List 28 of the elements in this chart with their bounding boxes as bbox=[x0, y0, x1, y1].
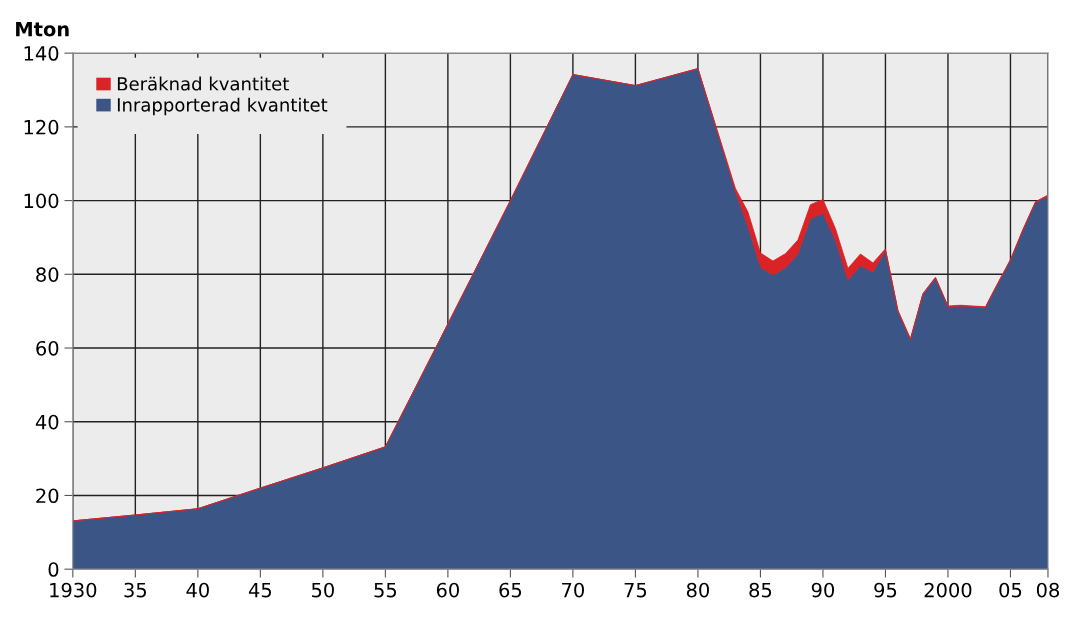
legend-label: Beräknad kvantitet bbox=[117, 76, 289, 91]
x-tick-label: 85 bbox=[749, 582, 772, 598]
y-tick-label: 100 bbox=[24, 193, 59, 209]
x-tick-label: 40 bbox=[186, 582, 209, 598]
y-tick-label: 80 bbox=[36, 267, 59, 282]
y-axis-title: Mton bbox=[16, 22, 69, 37]
x-tick-label: 60 bbox=[436, 582, 459, 598]
x-tick-label: 35 bbox=[124, 582, 147, 598]
x-tick-label: 08 bbox=[1036, 582, 1060, 598]
x-tick-label: 75 bbox=[624, 582, 647, 598]
y-tick-label: 0 bbox=[48, 562, 59, 577]
x-tick-label: 55 bbox=[374, 582, 397, 598]
y-tick-label: 60 bbox=[36, 340, 59, 356]
x-tick-label: 95 bbox=[874, 582, 897, 598]
x-tick-label: 2000 bbox=[924, 582, 972, 598]
x-tick-label: 90 bbox=[811, 582, 835, 598]
x-tick-label: 80 bbox=[686, 582, 709, 598]
x-tick-label: 05 bbox=[999, 582, 1022, 598]
x-tick-label: 70 bbox=[562, 582, 584, 598]
x-tick-label: 1930 bbox=[50, 582, 97, 598]
y-tick-label: 140 bbox=[24, 46, 59, 61]
y-tick-label: 20 bbox=[36, 488, 59, 504]
legend-label: Inrapporterad kvantitet bbox=[117, 97, 328, 116]
x-tick-label: 65 bbox=[499, 582, 522, 598]
x-tick-label: 45 bbox=[248, 582, 272, 598]
y-tick-label: 40 bbox=[35, 414, 59, 430]
x-tick-label: 50 bbox=[311, 582, 334, 598]
y-tick-label: 120 bbox=[24, 119, 59, 135]
